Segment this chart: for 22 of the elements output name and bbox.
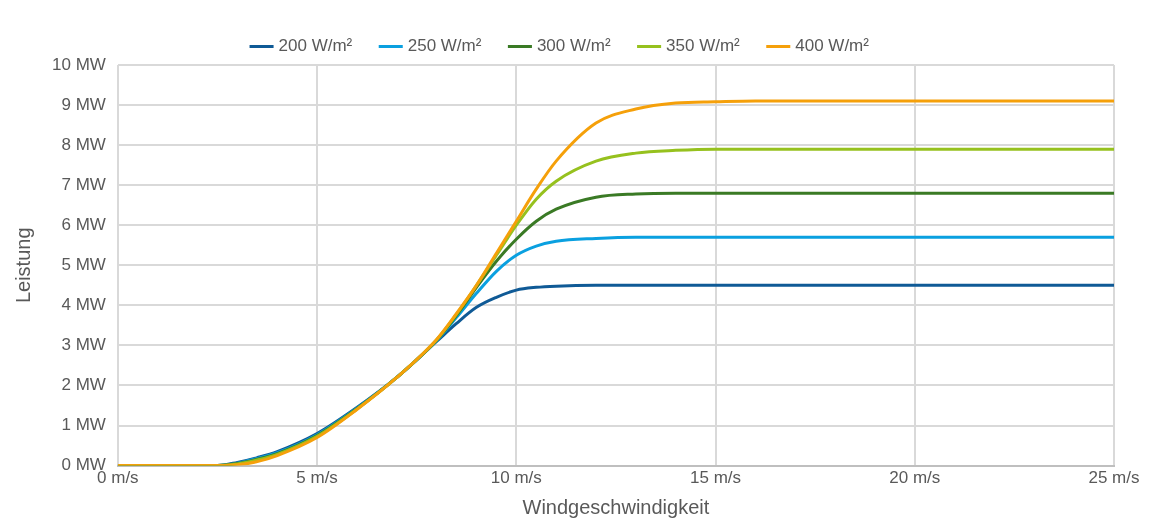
y-tick-label: 8 MW xyxy=(61,134,106,154)
x-tick-label: 5 m/s xyxy=(296,468,338,488)
y-tick-label: 4 MW xyxy=(61,295,106,315)
y-tick-label: 7 MW xyxy=(61,174,106,194)
y-axis-title: Leistung xyxy=(11,227,34,304)
x-tick-label: 15 m/s xyxy=(690,468,742,488)
x-axis-title: Windgeschwindigkeit xyxy=(522,495,710,518)
x-tick-label: 20 m/s xyxy=(889,468,941,488)
y-tick-label: 3 MW xyxy=(61,335,106,355)
y-tick-label: 6 MW xyxy=(61,214,106,234)
x-tick-label: 10 m/s xyxy=(490,468,542,488)
y-tick-label: 5 MW xyxy=(61,254,106,274)
y-tick-label: 10 MW xyxy=(52,54,106,74)
y-tick-label: 2 MW xyxy=(61,375,106,395)
legend-label: 200 W/m² xyxy=(278,36,353,56)
y-tick-label: 9 MW xyxy=(61,94,106,114)
legend-label: 400 W/m² xyxy=(795,36,870,56)
legend-label: 300 W/m² xyxy=(536,36,611,56)
y-tick-label: 1 MW xyxy=(61,415,106,435)
legend-label: 350 W/m² xyxy=(666,36,741,56)
legend-label: 250 W/m² xyxy=(407,36,482,56)
x-tick-label: 25 m/s xyxy=(1088,468,1140,488)
